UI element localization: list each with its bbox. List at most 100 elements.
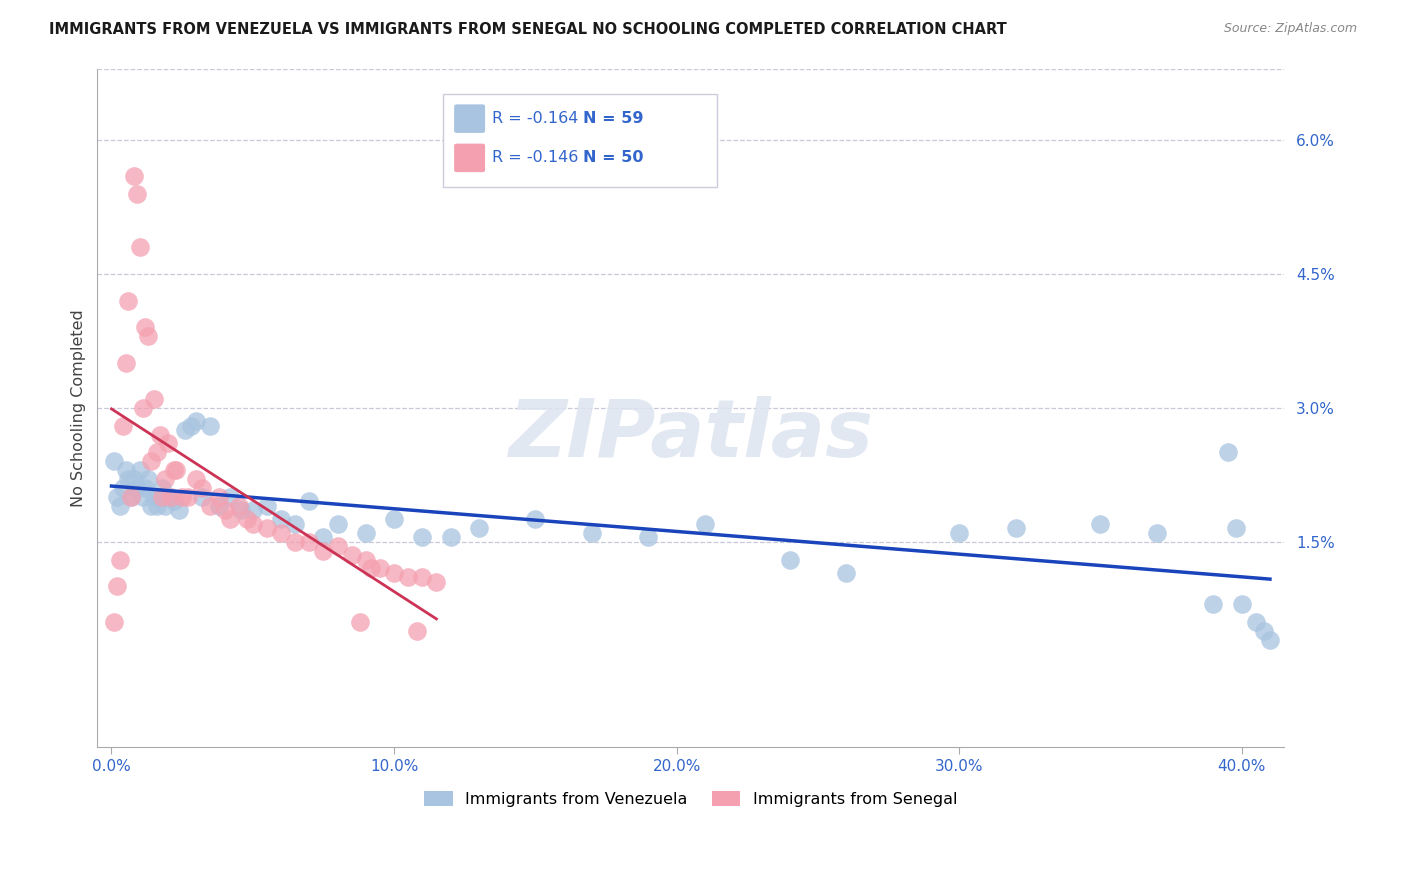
Point [122, 169, 145, 183]
Point [1253, 624, 1275, 638]
Point [136, 329, 159, 343]
Point [270, 525, 292, 540]
Point [425, 574, 447, 589]
Point [228, 499, 250, 513]
Point [111, 481, 134, 495]
Point [191, 481, 214, 495]
Point [111, 418, 134, 433]
Point [231, 503, 253, 517]
Point [162, 494, 184, 508]
Point [219, 490, 242, 504]
Point [128, 463, 150, 477]
Point [1090, 516, 1112, 531]
Text: N = 59: N = 59 [583, 112, 644, 126]
Point [354, 552, 377, 566]
Text: N = 50: N = 50 [583, 151, 644, 165]
Point [150, 490, 173, 504]
Point [1244, 615, 1267, 629]
Point [134, 320, 156, 334]
Point [298, 494, 321, 508]
Point [114, 463, 136, 477]
Point [368, 561, 391, 575]
Point [411, 530, 433, 544]
Point [142, 392, 165, 406]
Point [105, 490, 128, 504]
Point [396, 570, 419, 584]
Point [108, 552, 131, 566]
Point [128, 240, 150, 254]
Point [284, 534, 307, 549]
Point [693, 516, 716, 531]
Point [186, 472, 208, 486]
Point [153, 499, 176, 513]
Point [139, 454, 162, 468]
Point [169, 503, 191, 517]
Point [125, 186, 148, 201]
Point [120, 490, 142, 504]
Point [439, 530, 461, 544]
Point [131, 401, 153, 415]
Point [219, 512, 242, 526]
Point [117, 293, 139, 308]
Point [256, 521, 278, 535]
Point [103, 615, 125, 629]
Point [200, 499, 222, 513]
Point [139, 499, 162, 513]
Point [242, 516, 264, 531]
Point [162, 463, 184, 477]
Point [148, 490, 170, 504]
Point [142, 490, 165, 504]
Point [131, 490, 153, 504]
Point [114, 356, 136, 370]
Text: IMMIGRANTS FROM VENEZUELA VS IMMIGRANTS FROM SENEGAL NO SCHOOLING COMPLETED CORR: IMMIGRANTS FROM VENEZUELA VS IMMIGRANTS … [49, 22, 1007, 37]
Point [153, 472, 176, 486]
Point [125, 481, 148, 495]
Point [117, 472, 139, 486]
Point [349, 615, 371, 629]
Point [214, 503, 236, 517]
Point [103, 454, 125, 468]
Point [1225, 521, 1247, 535]
Point [236, 512, 259, 526]
Point [1230, 597, 1253, 611]
Point [148, 427, 170, 442]
Point [200, 418, 222, 433]
Point [284, 516, 307, 531]
Point [177, 490, 200, 504]
Point [382, 512, 405, 526]
Text: R = -0.146: R = -0.146 [492, 151, 578, 165]
Point [191, 490, 214, 504]
Point [312, 530, 335, 544]
Point [524, 512, 547, 526]
Point [156, 436, 179, 450]
Point [835, 566, 858, 580]
Text: ZIPatlas: ZIPatlas [508, 396, 873, 474]
Point [360, 561, 382, 575]
Point [468, 521, 491, 535]
Point [1202, 597, 1225, 611]
Point [354, 525, 377, 540]
Point [382, 566, 405, 580]
Text: R = -0.164: R = -0.164 [492, 112, 578, 126]
Point [270, 512, 292, 526]
Point [312, 543, 335, 558]
Point [779, 552, 801, 566]
Point [1146, 525, 1168, 540]
Point [405, 624, 427, 638]
Point [180, 418, 202, 433]
Point [208, 490, 231, 504]
Point [159, 490, 181, 504]
Point [411, 570, 433, 584]
Point [1004, 521, 1026, 535]
Point [136, 472, 159, 486]
Point [326, 516, 349, 531]
Point [637, 530, 659, 544]
Point [156, 490, 179, 504]
Legend: Immigrants from Venezuela, Immigrants from Senegal: Immigrants from Venezuela, Immigrants fr… [418, 785, 965, 814]
Point [108, 499, 131, 513]
Point [186, 414, 208, 428]
Point [581, 525, 603, 540]
Point [298, 534, 321, 549]
Point [105, 579, 128, 593]
Point [340, 548, 363, 562]
